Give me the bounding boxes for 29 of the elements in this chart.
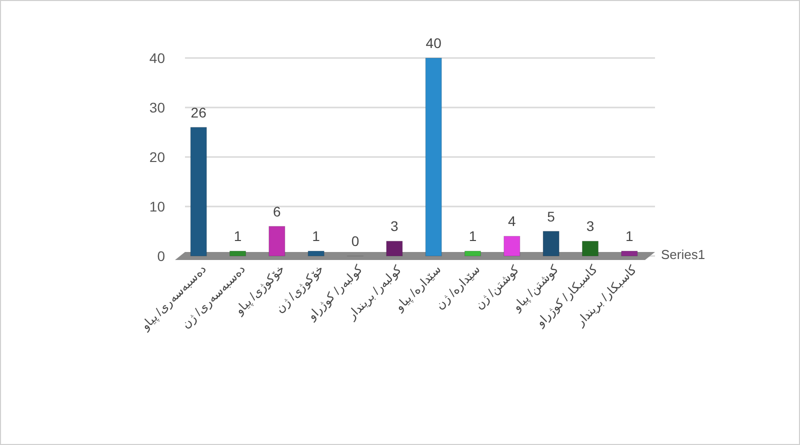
data-label: 5 [547,208,556,224]
bar [582,240,598,256]
data-label: 26 [190,104,207,120]
data-label: 40 [426,35,442,51]
bar [542,231,560,256]
data-label: 0 [351,233,360,249]
bar [268,226,286,256]
bar [386,240,403,256]
bar [464,250,481,256]
y-tick-label: 20 [149,149,166,165]
bar [190,127,207,256]
data-label: 4 [508,213,516,230]
y-tick-label: 30 [149,100,166,116]
data-label: 1 [234,228,242,244]
data-label: 1 [468,228,477,244]
bar [308,250,324,256]
data-label: 1 [626,228,634,244]
bar [230,250,246,256]
data-label: 3 [390,218,399,234]
data-label: 1 [312,228,320,244]
data-label: 3 [586,218,594,234]
y-tick-label: 10 [149,198,166,214]
y-tick-label: 0 [157,248,166,264]
data-label: 6 [273,203,282,220]
series-label: Series1 [661,247,706,262]
bar [425,58,442,256]
bar [504,236,520,256]
bar [621,250,638,256]
y-tick-label: 40 [149,50,166,66]
